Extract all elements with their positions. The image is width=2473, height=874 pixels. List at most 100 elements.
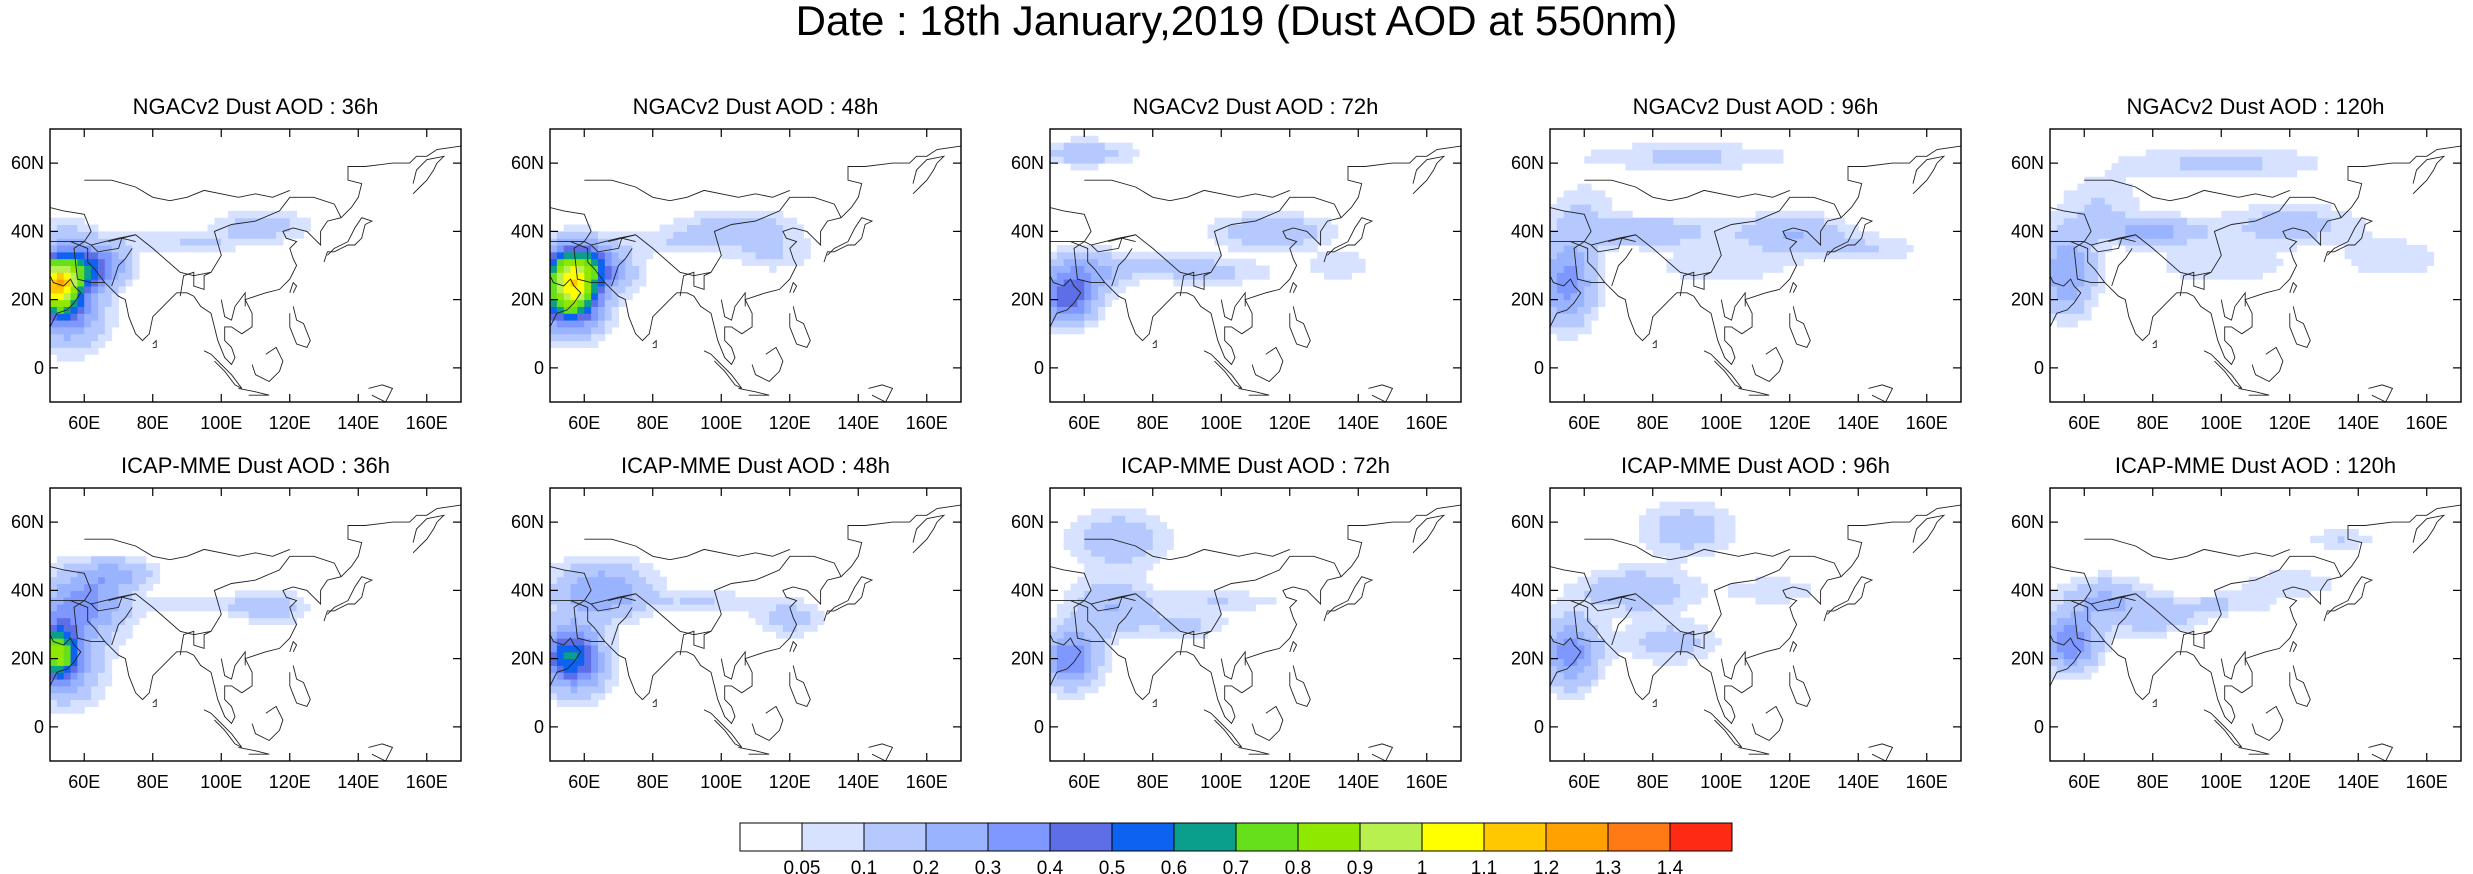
aod-cell — [1111, 617, 1119, 625]
aod-cell — [63, 265, 72, 273]
aod-cell — [584, 569, 592, 578]
aod-cell — [56, 320, 65, 328]
aod-cell — [1769, 251, 1777, 260]
aod-cell — [1269, 238, 1277, 246]
aod-cell — [1707, 149, 1715, 157]
aod-cell — [2166, 169, 2174, 178]
aod-cell — [604, 292, 613, 301]
aod-cell — [1714, 535, 1722, 544]
aod-cell — [70, 638, 78, 646]
aod-cell — [1556, 217, 1565, 226]
aod-cell — [1687, 597, 1695, 605]
aod-cell — [1728, 258, 1736, 266]
aod-cell — [1858, 245, 1866, 253]
coastline — [608, 555, 842, 636]
aod-cell — [50, 685, 58, 694]
aod-cell — [70, 624, 78, 632]
aod-cell — [173, 597, 181, 605]
aod-cell — [1591, 583, 1599, 591]
aod-cell — [1104, 644, 1113, 653]
aod-cell — [1707, 542, 1715, 550]
aod-cell — [2145, 224, 2154, 232]
colorbar-label: 0.4 — [1037, 858, 1064, 874]
aod-cell — [2351, 238, 2359, 246]
aod-cell — [1597, 610, 1606, 619]
aod-cell — [2056, 251, 2065, 260]
coastline — [1738, 746, 1770, 755]
aod-cell — [1741, 272, 1750, 280]
aod-cell — [2255, 258, 2263, 266]
coastline — [1550, 634, 1582, 687]
aod-cell — [1625, 163, 1633, 171]
aod-cell — [1132, 515, 1140, 523]
aod-cell — [145, 576, 154, 585]
aod-cell — [1584, 231, 1592, 239]
aod-cell — [1077, 617, 1085, 625]
aod-cell — [2063, 245, 2072, 253]
aod-cell — [1180, 624, 1188, 632]
aod-cell — [1584, 685, 1592, 694]
aod-cell — [1550, 665, 1558, 673]
aod-cell — [1118, 272, 1126, 280]
aod-cell — [1556, 638, 1565, 646]
aod-cell — [1728, 149, 1736, 157]
aod-cell — [577, 631, 585, 639]
aod-cell — [56, 576, 65, 585]
aod-cell — [2221, 210, 2229, 219]
aod-cell — [97, 306, 106, 314]
aod-cell — [2193, 231, 2202, 239]
aod-cell — [1269, 210, 1277, 219]
aod-cell — [728, 245, 736, 253]
aod-cell — [2063, 320, 2072, 328]
aod-cell — [1145, 251, 1154, 260]
aod-cell — [2207, 597, 2215, 605]
aod-cell — [2132, 583, 2140, 591]
aod-cell — [1132, 258, 1140, 266]
aod-cell — [707, 597, 715, 605]
x-tick-label: 100E — [700, 772, 742, 792]
aod-cell — [1659, 156, 1667, 164]
aod-cell — [2282, 204, 2291, 212]
aod-cell — [2145, 156, 2154, 164]
aod-cell — [2077, 183, 2085, 191]
y-tick-label: 60N — [2011, 512, 2044, 532]
aod-cell — [1173, 258, 1181, 266]
aod-cell — [1591, 217, 1599, 226]
aod-cell — [228, 245, 236, 253]
aod-cell — [563, 272, 572, 280]
aod-cell — [2070, 672, 2078, 680]
aod-cell — [1180, 604, 1188, 612]
aod-cell — [734, 251, 743, 260]
aod-cell — [255, 238, 263, 246]
aod-cell — [1118, 279, 1126, 287]
aod-cell — [762, 238, 770, 246]
aod-cell — [1645, 631, 1654, 639]
aod-cell — [577, 245, 585, 253]
aod-cell — [84, 699, 92, 707]
aod-cell — [769, 604, 777, 612]
aod-cell — [1166, 251, 1174, 260]
aod-cell — [1248, 245, 1256, 253]
aod-cell — [1584, 224, 1592, 232]
aod-cell — [91, 651, 99, 660]
aod-cell — [132, 563, 140, 571]
aod-cell — [584, 692, 592, 701]
aod-cell — [577, 685, 585, 694]
aod-cell — [1693, 522, 1702, 530]
colorbar-swatch — [1545, 822, 1609, 852]
aod-cell — [1652, 644, 1661, 653]
aod-cell — [659, 231, 667, 239]
aod-cell — [625, 617, 633, 625]
aod-cell — [50, 569, 58, 578]
aod-cell — [2084, 279, 2092, 287]
aod-cell — [1056, 285, 1065, 294]
aod-cell — [563, 583, 572, 591]
aod-cell — [632, 265, 640, 273]
aod-cell — [2084, 299, 2092, 307]
aod-cell — [1707, 535, 1715, 544]
aod-cell — [1056, 651, 1065, 660]
aod-cell — [1687, 501, 1695, 509]
aod-cell — [1632, 610, 1640, 619]
aod-cell — [1084, 665, 1092, 673]
aod-cell — [584, 238, 592, 246]
